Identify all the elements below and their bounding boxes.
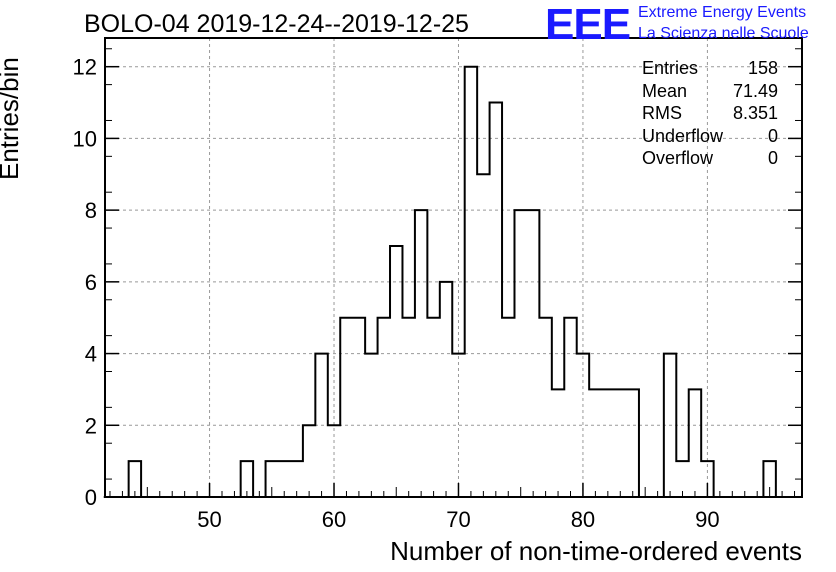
plot-frame	[104, 37, 803, 498]
stat-value: 71.49	[732, 80, 778, 101]
y-tick-label: 4	[85, 342, 97, 367]
stat-name: Underflow	[642, 125, 724, 146]
y-tick-label: 10	[73, 126, 97, 151]
logo-text-line1: Extreme Energy Events	[638, 4, 807, 21]
stats-box: Entries 158 Mean 71.49 RMS 8.351 Underfl…	[642, 58, 780, 171]
stat-value: 0	[767, 148, 778, 168]
logo-text-line2: La Scienza nelle Scuole	[638, 25, 809, 42]
axis-ticks	[105, 48, 802, 498]
y-tick-label: 2	[85, 413, 97, 438]
stat-name: Entries	[642, 58, 699, 78]
stat-value: 158	[747, 58, 778, 78]
stat-name: Overflow	[642, 148, 714, 168]
y-tick-label: 6	[85, 270, 97, 295]
histogram-outline	[103, 65, 801, 498]
x-tick-label: 70	[446, 507, 470, 532]
eee-logo-mark: EEE	[545, 0, 631, 49]
x-tick-label: 50	[197, 507, 221, 532]
stat-row-overflow: Overflow 0	[642, 148, 780, 171]
stat-value: 0	[767, 125, 778, 146]
stat-row-mean: Mean 71.49	[642, 81, 780, 104]
y-tick-label: 12	[73, 55, 97, 80]
y-axis-label: Entries/bin	[0, 57, 24, 180]
y-tick-label: 0	[85, 485, 97, 510]
stat-row-underflow: Underflow 0	[642, 126, 780, 149]
stat-row-entries: Entries 158	[642, 58, 780, 81]
x-axis-label: Number of non-time-ordered events	[390, 536, 802, 566]
x-tick-label: 90	[695, 507, 719, 532]
chart-title: BOLO-04 2019-12-24--2019-12-25	[84, 10, 469, 38]
axis-tick-labels: 50 60 70 80 90 0 2 4 6 8 10 12	[73, 55, 720, 532]
x-tick-label: 60	[322, 507, 346, 532]
y-tick-label: 8	[85, 198, 97, 223]
stat-row-rms: RMS 8.351	[642, 103, 780, 126]
stat-name: RMS	[642, 103, 682, 123]
stat-name: Mean	[642, 80, 688, 101]
stat-value: 8.351	[732, 103, 778, 123]
x-tick-label: 80	[571, 507, 595, 532]
grid-lines	[105, 38, 802, 497]
